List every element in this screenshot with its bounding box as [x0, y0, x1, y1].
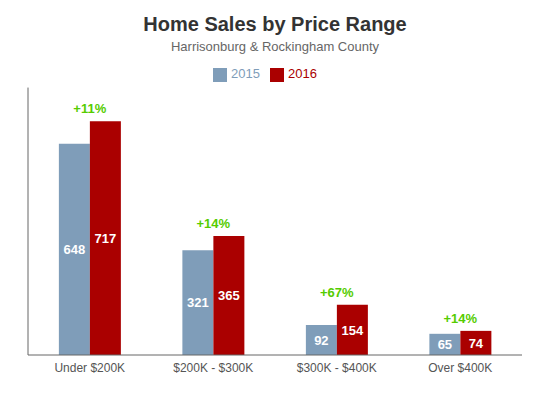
svg-text:+11%: +11%	[73, 101, 106, 116]
svg-text:$300K - $400K: $300K - $400K	[297, 361, 377, 375]
svg-text:+14%: +14%	[196, 216, 230, 231]
svg-text:74: 74	[469, 336, 484, 351]
html-text:2016: 2016	[288, 66, 317, 81]
html-text:Home Sales by Price Range: Home Sales by Price Range	[143, 13, 407, 35]
html-text:2015: 2015	[231, 66, 260, 81]
svg-text:648: 648	[64, 242, 86, 257]
svg-text:$200K - $300K: $200K - $300K	[173, 361, 253, 375]
svg-text:717: 717	[95, 231, 117, 246]
svg-text:+67%: +67%	[320, 285, 354, 300]
svg-text:Over $400K: Over $400K	[428, 361, 492, 375]
svg-text:+14%: +14%	[443, 311, 477, 326]
html-text:Harrisonburg & Rockingham Coun: Harrisonburg & Rockingham County	[170, 39, 379, 54]
svg-text:321: 321	[187, 295, 209, 310]
svg-text:92: 92	[314, 333, 328, 348]
svg-text:Under $200K: Under $200K	[54, 361, 125, 375]
svg-text:154: 154	[342, 323, 364, 338]
svg-text:65: 65	[438, 337, 452, 352]
svg-text:365: 365	[218, 288, 240, 303]
